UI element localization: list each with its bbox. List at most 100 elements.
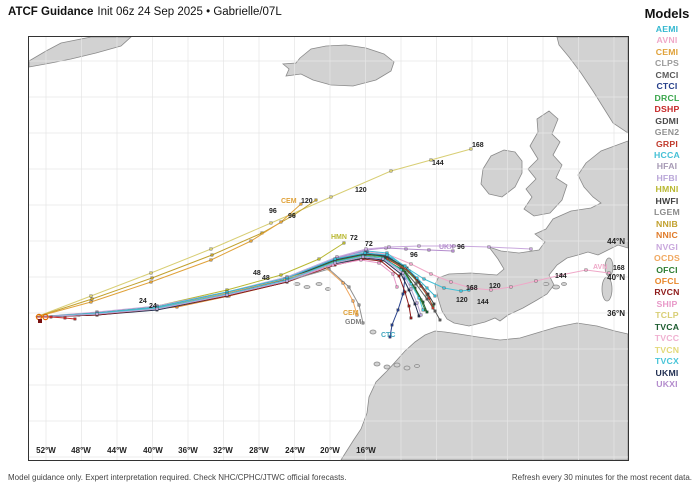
forecast-point-marker — [438, 318, 442, 322]
forecast-point-marker — [414, 282, 418, 286]
land-layer — [28, 36, 629, 461]
legend-model-drcl[interactable]: DRCL — [654, 92, 680, 103]
legend-model-ofcl[interactable]: OFCL — [654, 275, 680, 286]
track-grpi[interactable] — [35, 254, 435, 318]
models-legend: Models AEMI AVNI CEMI CLPS CMCI CTCI DRCL DSHP G… — [636, 6, 698, 391]
forecast-point-marker — [469, 286, 473, 290]
graticule-grid — [29, 37, 628, 460]
axis-label-layer: 52°W 48°W 44°W 40°W 36°W 32°W 28°W 24°W 20°W 16°W… — [36, 237, 625, 455]
legend-model-hmni[interactable]: HMNI — [655, 184, 679, 195]
land-scandinavia — [556, 36, 629, 134]
legend-model-ocds[interactable]: OCDS — [654, 253, 680, 264]
legend-model-hfbi[interactable]: HFBI — [656, 172, 678, 183]
forecast-point-marker — [404, 247, 408, 251]
legend-model-gdmi[interactable]: GDMI — [655, 115, 679, 126]
forecast-hour-label: 96 — [269, 208, 277, 215]
land-greenland — [28, 36, 133, 68]
legend-model-aemi[interactable]: AEMI — [655, 24, 679, 34]
legend-model-rvcn[interactable]: RVCN — [654, 287, 680, 298]
track-cemi[interactable] — [35, 202, 303, 318]
forecast-point-marker — [73, 317, 77, 321]
legend-model-cmci[interactable]: CMCI — [655, 69, 679, 80]
forecast-point-marker — [431, 306, 435, 310]
lon-tick-label: 52°W — [36, 446, 56, 455]
atcf-track-map[interactable]: 52°W 48°W 44°W 40°W 36°W 32°W 28°W 24°W 20°W 16°W… — [28, 36, 629, 461]
legend-model-ukxi[interactable]: UKXI — [656, 379, 678, 390]
forecast-point-marker — [607, 271, 611, 275]
forecast-point-marker — [396, 308, 400, 312]
legend-model-ship[interactable]: SHIP — [656, 298, 678, 309]
track-tvcx[interactable] — [35, 254, 425, 318]
track-hmni[interactable] — [35, 241, 346, 318]
forecast-point-marker — [429, 272, 433, 276]
track-model-label: UKX — [439, 244, 454, 251]
legend-model-hcca[interactable]: HCCA — [654, 149, 680, 160]
storm-symbol — [42, 313, 49, 321]
legend-model-ctci[interactable]: CTCI — [656, 81, 678, 92]
legend-model-dshp[interactable]: DSHP — [654, 104, 680, 115]
legend-model-tvcc[interactable]: TVCC — [654, 333, 680, 344]
forecast-point-marker — [333, 261, 337, 265]
legend-model-hfai[interactable]: HFAI — [656, 161, 678, 172]
forecast-point-marker — [225, 293, 229, 297]
forecast-point-marker — [397, 274, 401, 278]
forecast-point-marker — [419, 313, 423, 317]
track-hfbi[interactable] — [35, 255, 423, 318]
forecast-point-marker — [299, 202, 303, 206]
lon-tick-label: 28°W — [249, 446, 269, 455]
track-model-label: AVN — [593, 264, 607, 271]
forecast-point-marker — [426, 292, 430, 296]
legend-model-nnib[interactable]: NNIB — [655, 218, 679, 229]
lon-tick-label: 16°W — [356, 446, 376, 455]
legend-model-nvgi[interactable]: NVGI — [655, 241, 679, 252]
track-ship[interactable] — [35, 258, 399, 318]
island-balearics — [561, 282, 567, 286]
forecast-hour-label: 72 — [365, 241, 373, 248]
forecast-hour-label: 96 — [288, 213, 296, 220]
forecast-point-marker — [347, 285, 351, 289]
legend-model-gen2[interactable]: GEN2 — [654, 127, 680, 138]
model-track-layer[interactable] — [35, 147, 611, 339]
legend-model-grpi[interactable]: GRPI — [655, 138, 679, 149]
track-hcca[interactable] — [35, 249, 471, 318]
forecast-hour-label: 168 — [472, 142, 484, 149]
legend-model-lgem[interactable]: LGEM — [654, 207, 680, 218]
legend-model-ukmi[interactable]: UKMI — [655, 367, 679, 378]
legend-model-tvcn[interactable]: TVCN — [654, 344, 680, 355]
legend-model-tclp[interactable]: TCLP — [655, 310, 679, 321]
track-nnib[interactable] — [35, 198, 318, 318]
legend-model-tvca[interactable]: TVCA — [654, 321, 680, 332]
track-aemi[interactable] — [35, 251, 437, 318]
map-canvas[interactable]: 52°W 48°W 44°W 40°W 36°W 32°W 28°W 24°W 20°W 16°W… — [28, 36, 629, 461]
legend-model-nnic[interactable]: NNIC — [655, 230, 679, 241]
track-tvca[interactable] — [35, 255, 429, 318]
forecast-point-marker — [89, 294, 93, 298]
lon-tick-label: 20°W — [320, 446, 340, 455]
forecast-point-marker — [285, 279, 289, 283]
lon-tick-label: 36°W — [178, 446, 198, 455]
storm-start-position — [35, 313, 49, 323]
forecast-hour-label: 96 — [410, 252, 418, 259]
track-ofci[interactable] — [35, 255, 427, 318]
forecast-point-marker — [389, 169, 393, 173]
forecast-point-marker — [409, 262, 413, 266]
forecast-point-marker — [427, 248, 431, 252]
legend-model-clps[interactable]: CLPS — [655, 58, 679, 69]
lon-tick-label: 24°W — [285, 446, 305, 455]
track-ukmi[interactable] — [35, 256, 421, 318]
legend-model-hwfi[interactable]: HWFI — [655, 195, 679, 206]
legend-model-avni[interactable]: AVNI — [656, 35, 678, 46]
forecast-point-marker — [333, 257, 337, 261]
disclaimer-text: Model guidance only. Expert interpretati… — [8, 473, 347, 482]
forecast-point-marker — [379, 259, 383, 263]
legend-model-ofci[interactable]: OFCI — [656, 264, 678, 275]
track-tclp[interactable] — [35, 147, 473, 318]
legend-model-cemi[interactable]: CEMI — [655, 46, 679, 57]
forecast-point-marker — [279, 220, 283, 224]
forecast-hour-label: 120 — [355, 187, 367, 194]
track-drcl[interactable] — [35, 253, 435, 318]
forecast-point-marker — [155, 307, 159, 311]
track-ofcl[interactable] — [35, 254, 431, 318]
legend-model-tvcx[interactable]: TVCX — [655, 356, 679, 367]
lat-tick-label: 40°N — [607, 273, 625, 282]
